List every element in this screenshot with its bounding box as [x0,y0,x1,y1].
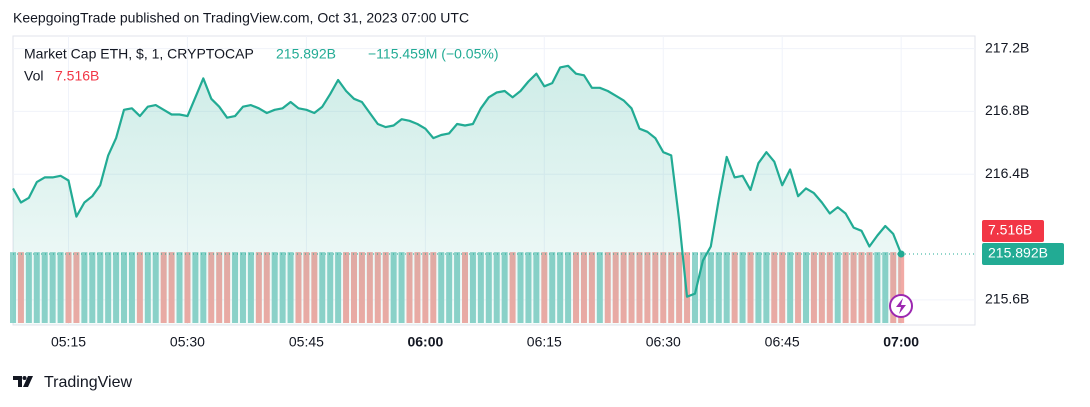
volume-bar [691,252,698,323]
volume-tag [982,220,1044,243]
labels: Market Cap ETH, $, 1, CRYPTOCAP 215.892B… [24,39,1048,349]
x-tick-label: 05:45 [289,334,324,350]
marks [10,64,1064,326]
x-tick-label: 06:30 [646,334,681,350]
x-tick-label: 06:45 [765,334,800,350]
volume-tag-label: 7.516B [988,222,1032,238]
legend-last: 215.892B [276,46,336,62]
y-tick-label: 217.2B [985,39,1029,55]
legend-volume-name: Vol [24,68,43,84]
y-tick-label: 216.8B [985,102,1029,118]
last-price-tag [982,243,1064,266]
price-area [13,65,902,326]
header: KeepgoingTrade published on TradingView.… [13,10,469,26]
logo: TradingView [13,374,132,391]
price-line [12,64,903,298]
x-tick-label: 07:00 [883,334,919,350]
x-tick-label: 05:15 [51,334,86,350]
y-tick-label: 215.6B [985,291,1029,307]
last-price-label: 215.892B [988,245,1048,261]
event-icon-bolt [896,298,906,314]
legend-change: −115.459M (−0.05%) [368,46,499,62]
logo-dot [22,376,27,380]
logo-mark [13,376,33,387]
x-tick-label: 06:15 [527,334,562,350]
x-tick-label: 06:00 [407,334,443,350]
x-tick-label: 05:30 [170,334,205,350]
footer: TradingView [44,374,132,391]
legend-volume-last: 7.516B [55,68,99,84]
legend-name: Market Cap ETH, $, 1, CRYPTOCAP [24,46,254,62]
y-tick-label: 216.4B [985,165,1029,181]
